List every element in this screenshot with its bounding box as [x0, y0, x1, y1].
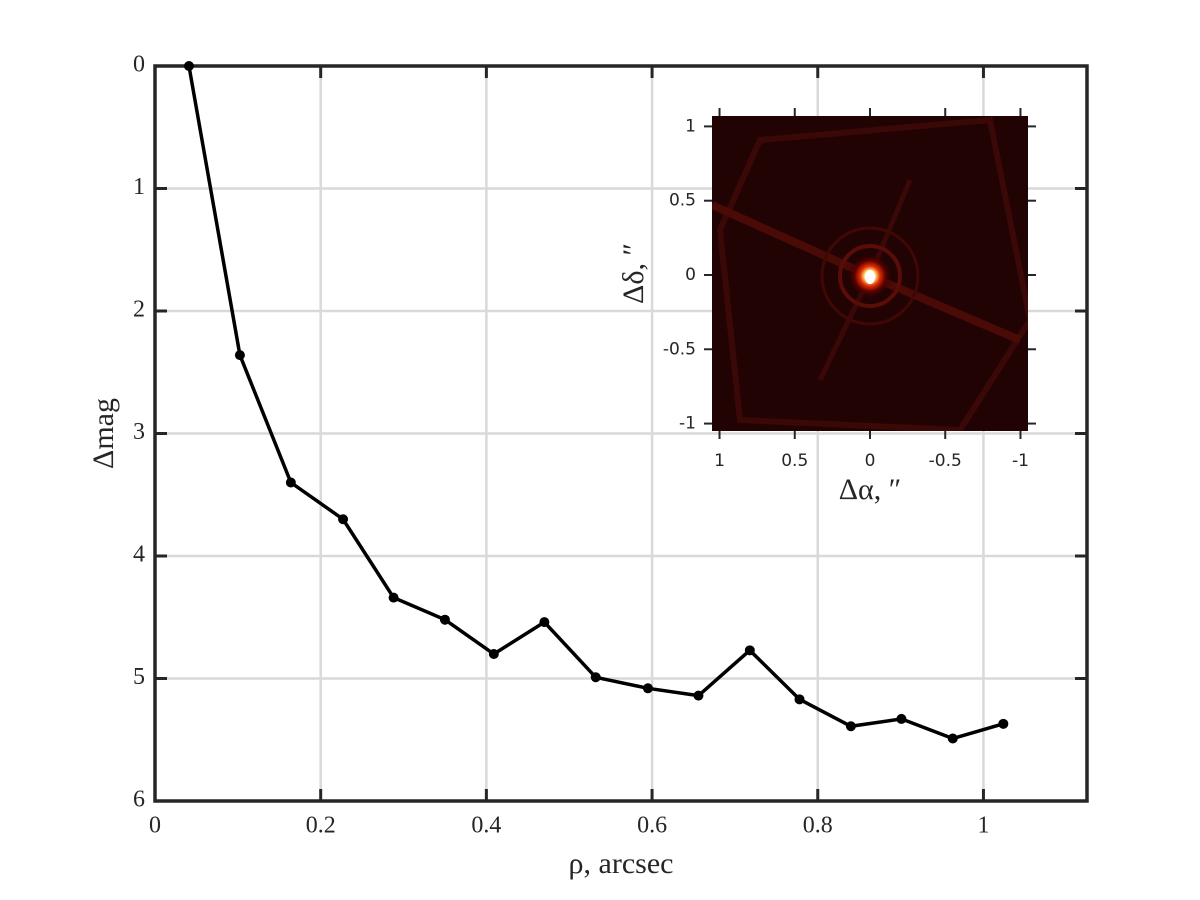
y-tick-label: 0	[133, 52, 145, 78]
x-axis-label: Δα, ″	[839, 473, 902, 506]
data-point	[794, 694, 805, 705]
data-point	[338, 514, 349, 525]
y-tick-label: 2	[133, 297, 145, 323]
y-tick-label: -0.5	[663, 339, 696, 359]
y-tick-label: 1	[133, 174, 145, 200]
axes-box	[153, 64, 1089, 803]
x-tick-label: 0.5	[781, 451, 808, 471]
x-tick-label: -1	[1012, 451, 1029, 471]
y-tick-label: 0.5	[669, 191, 696, 211]
y-tick-label: 3	[133, 419, 145, 445]
data-point	[285, 477, 296, 488]
data-point	[642, 683, 653, 694]
x-tick-label: 0.4	[471, 813, 501, 839]
x-tick-label: 1	[714, 451, 725, 471]
x-axis-label: ρ, arcsec	[569, 847, 674, 880]
inset-axes: 1 0.5 0 -0.5 -1 -1 -0.5 0 0.5 1 Δα, ″ Δδ, ″	[617, 108, 1036, 506]
data-point	[845, 721, 856, 732]
y-axis-label: Δδ, ″	[617, 243, 650, 304]
data-point	[744, 645, 755, 656]
x-tick-label: 0.6	[637, 813, 667, 839]
x-tick-label: -0.5	[929, 451, 962, 471]
data-point	[234, 350, 245, 361]
y-tick-label: 0	[685, 265, 696, 285]
data-point	[439, 614, 450, 625]
y-axis-label: Δmag	[87, 398, 120, 469]
data-point	[388, 592, 399, 603]
y-tick-label: 5	[133, 664, 145, 690]
y-tick-label: -1	[679, 414, 696, 434]
inset-texture	[712, 116, 1028, 431]
data-point	[693, 690, 704, 701]
x-tick-label: 0.8	[803, 813, 833, 839]
x-tick-label: 1	[977, 813, 989, 839]
data-point	[947, 733, 958, 744]
x-tick-label: 0.2	[306, 813, 336, 839]
data-point	[590, 672, 601, 683]
y-tick-label: 6	[133, 787, 145, 813]
data-point	[998, 718, 1009, 729]
data-point	[488, 649, 499, 659]
y-tick-label: 1	[685, 116, 696, 136]
data-point	[539, 617, 550, 628]
x-tick-label: 0	[149, 813, 161, 839]
data-point	[896, 713, 907, 724]
data-point	[183, 61, 194, 71]
x-tick-label: 0	[865, 451, 876, 471]
y-tick-label: 4	[133, 542, 145, 568]
